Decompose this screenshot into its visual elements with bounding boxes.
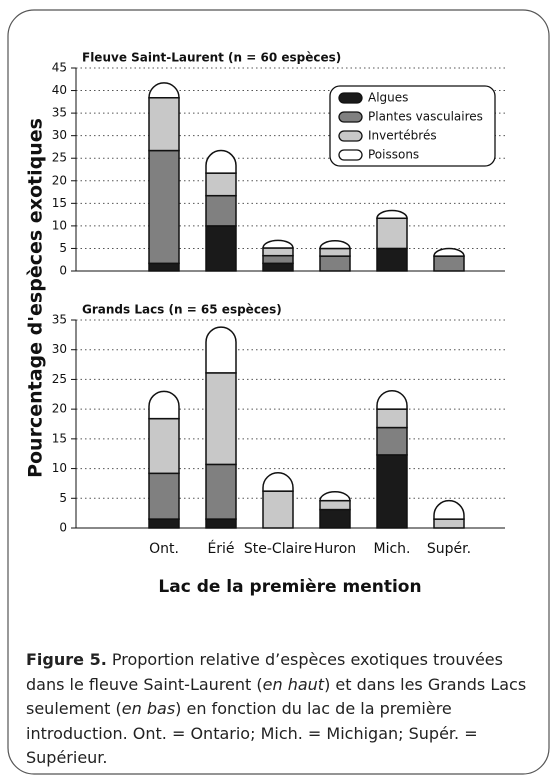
caption-label: Figure 5. [26,650,107,669]
bar-segment [262,262,294,272]
bar-segment [262,472,294,492]
caption-text: en haut [262,674,325,694]
bar-segment [376,247,408,272]
bar-segment [148,518,180,529]
caption-text: ) en fonction du lac de la première intr… [26,699,478,767]
bar-segment [319,240,351,250]
y-tick-label: 20 [52,173,67,187]
y-tick-label: 40 [52,83,67,97]
y-tick-label: 35 [52,106,67,120]
bar-segment [148,472,180,520]
frame [7,9,550,775]
bar-segment [376,390,408,410]
y-tick-label: 5 [59,491,67,505]
bar-segment [205,225,237,272]
x-tick-label: Érié [207,540,234,557]
bar-segment [205,518,237,529]
legend-label: Algues [368,91,408,105]
legend-label: Invertébrés [368,129,437,143]
bar-segment [376,426,408,456]
y-axis-label: Pourcentage d'espèces exotiques [25,118,47,478]
bar-segment [262,254,294,265]
y-tick-label: 15 [52,431,67,445]
x-tick-label: Huron [314,541,356,557]
caption: Figure 5. Proportion relative d’espèces … [26,648,531,771]
panel-title: Fleuve Saint-Laurent (n = 60 espèces) [82,51,341,65]
legend-label: Plantes vasculaires [368,110,483,124]
y-tick-label: 20 [52,402,67,416]
bar-segment [148,417,180,475]
bar-segment [205,149,237,174]
bar-segment [205,463,237,520]
bar-segment [376,408,408,429]
y-tick-label: 10 [52,461,67,475]
bar-segment [376,209,408,219]
legend-swatch [338,111,363,123]
y-tick-label: 30 [52,128,67,142]
caption-text: Proportion relative d’espèces exotiques … [26,650,503,694]
bar-segment [205,194,237,227]
x-tick-label: Ont. [149,541,179,557]
bar-segment [433,499,465,520]
y-tick-label: 10 [52,218,67,232]
x-tick-label: Ste-Claire [244,541,312,557]
bar-segment [262,247,294,257]
y-tick-label: 0 [59,521,67,535]
y-tick-label: 25 [52,372,67,386]
bar-segment [205,372,237,466]
bar-segment [148,390,180,420]
bar-segment [148,82,180,99]
caption-text: en bas [121,699,176,718]
bar-segment [262,239,294,249]
bar-segment [205,172,237,197]
bar-segment [319,499,351,511]
x-tick-label: Mich. [374,541,411,557]
bar-segment [262,490,294,529]
bar-segment [319,255,351,272]
bar-segment [376,454,408,529]
bar-segment [148,97,180,152]
legend-swatch [338,92,363,104]
y-tick-label: 30 [52,342,67,356]
legend-swatch [338,130,363,142]
bar-segment [319,247,351,257]
bar-segment [433,255,465,272]
y-tick-label: 35 [52,313,67,327]
caption-text: ) et dans les Grands Lacs seulement ( [26,674,527,719]
bar-segment [433,518,465,529]
bar-segment [433,247,465,257]
y-tick-label: 0 [59,264,67,278]
x-axis-label: Lac de la première mention [158,577,421,597]
bar-segment [376,217,408,250]
legend-swatch [338,149,363,161]
y-tick-label: 15 [52,196,67,210]
bar-segment [148,149,180,265]
bar-segment [205,326,237,374]
legend-label: Poissons [368,148,419,162]
legend-box [329,85,496,167]
x-tick-label: Supér. [427,541,471,557]
bar-segment [319,508,351,529]
y-tick-label: 5 [59,241,67,255]
panel-title: Grands Lacs (n = 65 espèces) [82,303,282,317]
bar-segment [148,262,180,272]
bar-segment [319,491,351,502]
y-tick-label: 25 [52,151,67,165]
y-tick-label: 45 [52,61,67,75]
